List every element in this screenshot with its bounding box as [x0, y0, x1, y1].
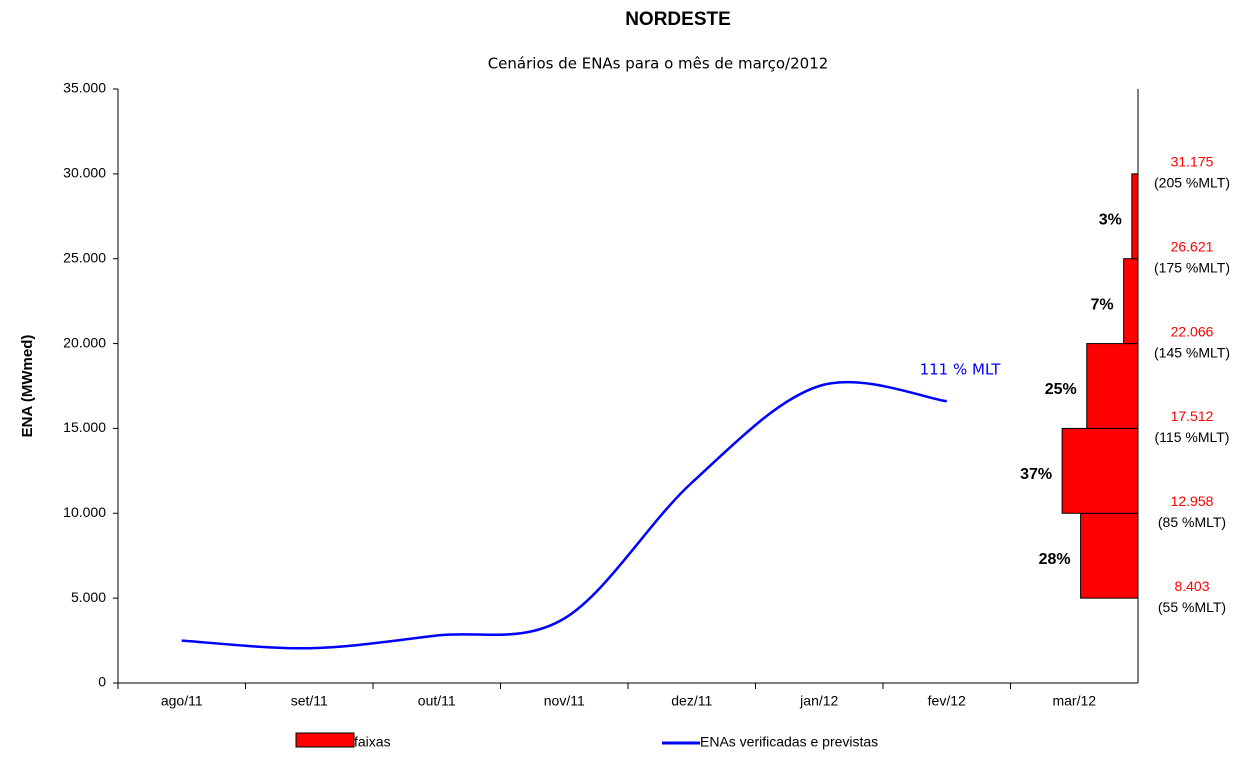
legend-swatch	[295, 732, 355, 748]
x-tick-label: ago/11	[161, 693, 203, 709]
x-tick-label: dez/11	[671, 693, 712, 709]
faixa-label: 37%	[1020, 466, 1052, 483]
y-tick-label: 10.000	[63, 504, 106, 520]
faixa-label: 28%	[1039, 551, 1071, 568]
chart-subtitle: Cenários de ENAs para o mês de março/201…	[488, 55, 829, 73]
y-tick-label: 0	[98, 674, 106, 690]
line	[181, 380, 947, 650]
y-axis-label: ENA (MWmed)	[19, 335, 36, 438]
x-tick-label: nov/11	[544, 693, 585, 709]
boundary-value: 8.403	[1174, 578, 1209, 594]
boundary-value: 22.066	[1171, 323, 1214, 339]
y-tick-label: 15.000	[63, 419, 106, 435]
faixa-bar	[1086, 343, 1139, 429]
boundary-mlt: (115 %MLT)	[1155, 429, 1230, 445]
faixa-label: 25%	[1045, 381, 1077, 398]
faixa-bar	[1080, 512, 1139, 599]
boundary-value: 17.512	[1171, 408, 1214, 424]
faixa-label: 7%	[1091, 296, 1114, 313]
y-tick-label: 25.000	[63, 249, 106, 265]
boundary-mlt: (85 %MLT)	[1158, 514, 1226, 530]
x-tick-label: fev/12	[928, 693, 966, 709]
y-tick-label: 30.000	[63, 165, 106, 181]
boundary-mlt: (175 %MLT)	[1154, 259, 1230, 275]
x-tick-label: set/11	[291, 693, 328, 709]
faixa-bar	[1061, 427, 1139, 514]
x-tick-label: jan/12	[799, 693, 838, 709]
x-tick-label: mar/12	[1052, 693, 1096, 709]
boundary-mlt: (205 %MLT)	[1154, 175, 1230, 191]
faixa-bar	[1123, 258, 1139, 345]
boundary-value: 31.175	[1171, 154, 1214, 170]
legend-label: faixas	[354, 734, 391, 750]
boundary-value: 26.621	[1171, 238, 1214, 254]
faixa-bar	[1131, 173, 1139, 260]
y-tick-label: 20.000	[63, 334, 106, 350]
boundary-mlt: (145 %MLT)	[1154, 344, 1230, 360]
boundary-value: 12.958	[1171, 493, 1214, 509]
faixa-label: 3%	[1099, 212, 1122, 229]
boundary-mlt: (55 %MLT)	[1158, 599, 1226, 615]
chart-title: NORDESTE	[625, 9, 731, 30]
annotation: 111 % MLT	[920, 361, 1002, 379]
x-tick-label: out/11	[418, 693, 456, 709]
y-tick-label: 35.000	[63, 80, 106, 96]
y-tick-label: 5.000	[71, 589, 106, 605]
legend-label: ENAs verificadas e previstas	[700, 734, 878, 750]
